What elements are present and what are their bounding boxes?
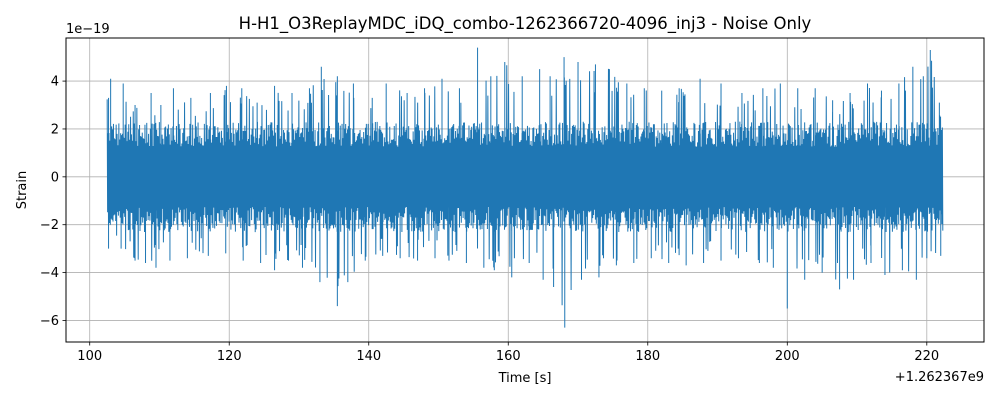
x-tick-label: 220 [914, 349, 939, 364]
x-axis-label: Time [s] [498, 371, 552, 386]
x-tick-label: 200 [775, 349, 800, 364]
chart-title: H-H1_O3ReplayMDC_iDQ_combo-1262366720-40… [239, 14, 812, 34]
plot-frame [65, 37, 985, 343]
y-axis-label: Strain [15, 171, 30, 210]
x-tick-label: 120 [217, 349, 242, 364]
data-layer [106, 47, 944, 328]
ticks: 100 120 140 160 180 200 220 −6 −4 −2 0 2 4 [40, 75, 939, 364]
y-tick-label: 4 [51, 75, 59, 90]
series-line [106, 47, 944, 328]
x-tick-label: 100 [77, 349, 102, 364]
x-tick-label: 140 [356, 349, 381, 364]
y-tick-label: 0 [51, 170, 59, 185]
x-tick-label: 180 [635, 349, 660, 364]
x-tick-label: 160 [496, 349, 521, 364]
y-tick-label: −6 [40, 314, 59, 329]
y-tick-label: −4 [40, 266, 59, 281]
y-tick-label: 2 [51, 122, 59, 137]
y-scale-label: 1e−19 [66, 22, 110, 37]
x-offset-label: +1.262367e9 [895, 370, 984, 385]
y-tick-label: −2 [40, 218, 59, 233]
